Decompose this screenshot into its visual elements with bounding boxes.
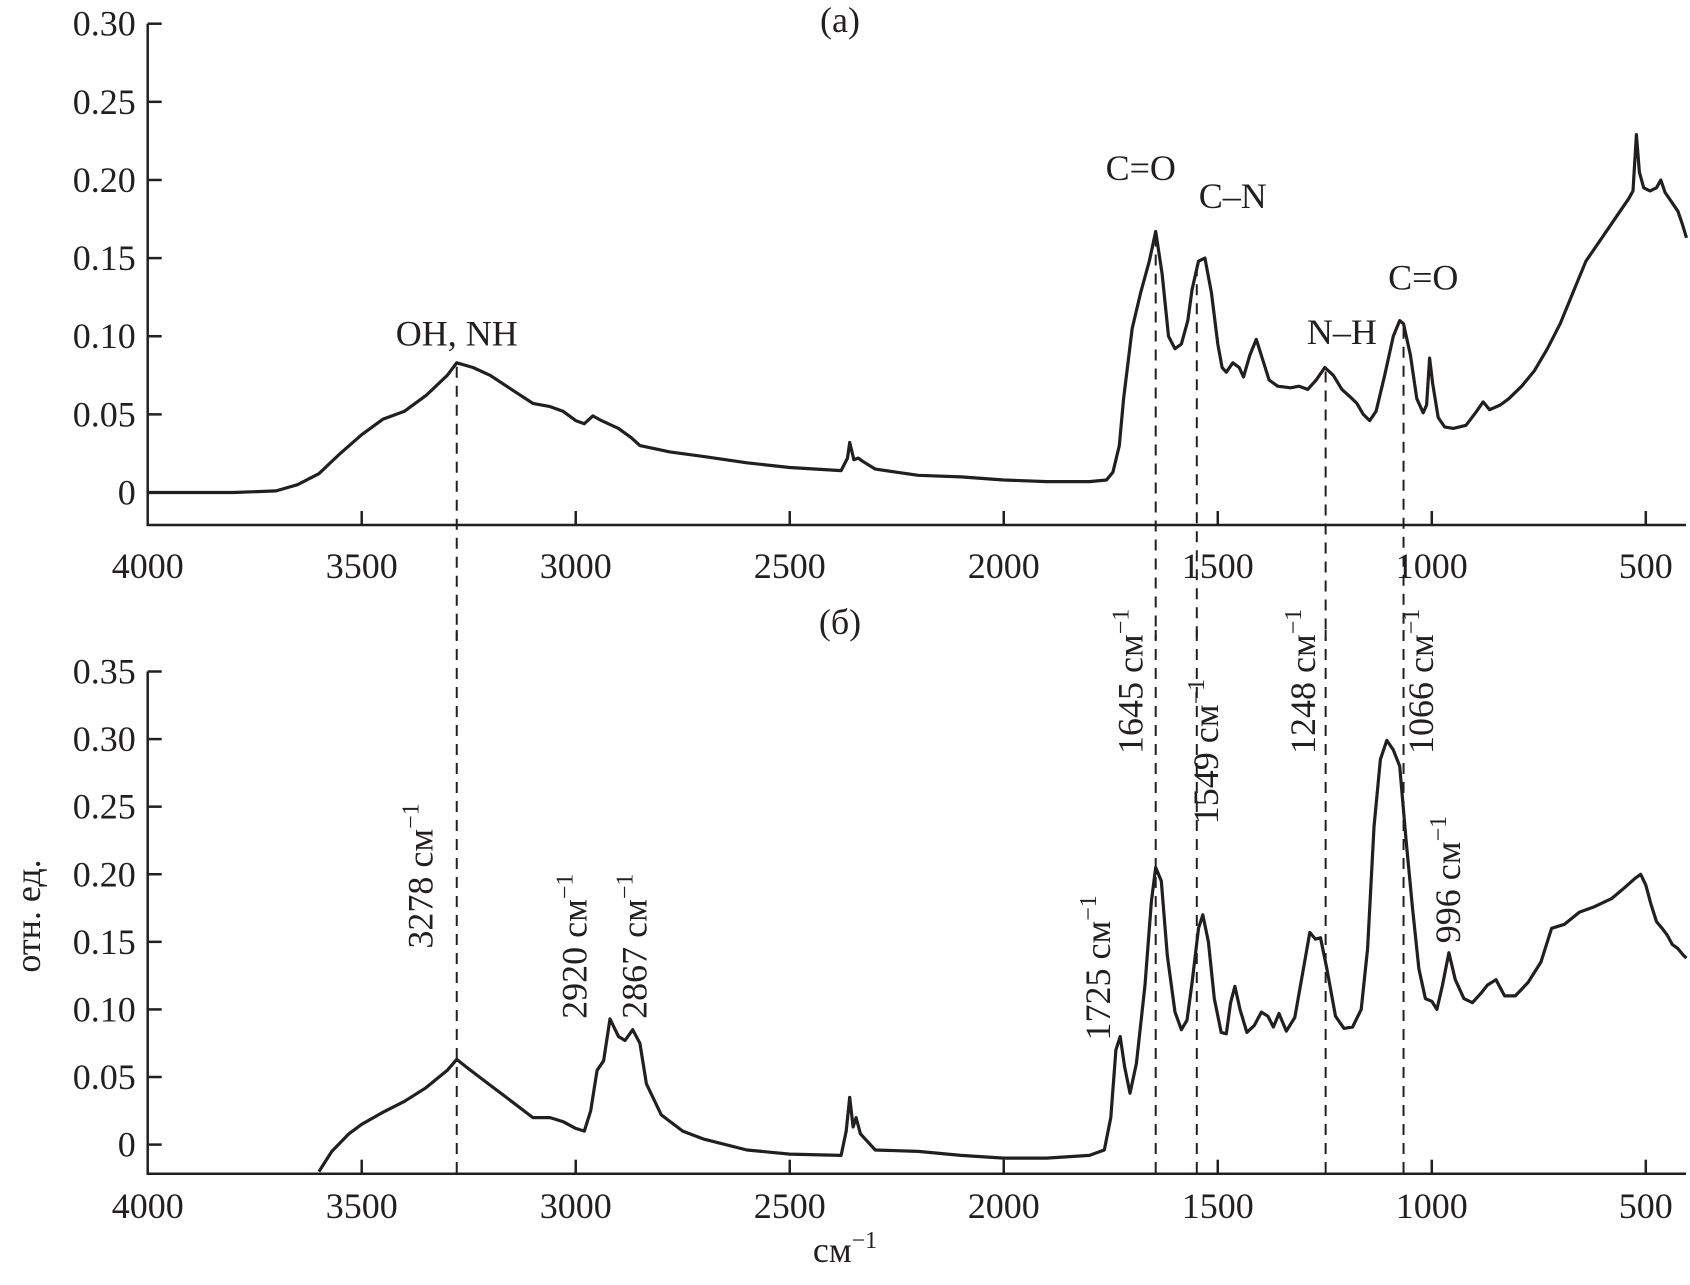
unit-exponent: −1 [612,874,638,900]
peak-wavenumber-label: 2867 см−1 [612,874,654,1019]
peak-wavenumber-value: 1248 см [1283,634,1323,754]
y-tick-label: 0.10 [73,316,136,356]
spectrum-line [317,738,1688,1173]
x-tick-label: 500 [1619,1186,1673,1226]
peak-wavenumber-label: 1549 см−1 [1184,679,1226,824]
peak-annotation: C=O [1106,148,1176,188]
unit-exponent: −1 [552,874,578,900]
peak-annotation: OH, NH [396,314,518,354]
x-tick-label: 2000 [968,1186,1040,1226]
x-tick-label: 3000 [540,546,612,586]
y-tick-label: 0.05 [73,394,136,434]
peak-wavenumber-label: 1248 см−1 [1281,609,1323,754]
unit-exponent: −1 [398,803,424,829]
unit-exponent: −1 [1076,895,1102,921]
y-tick-label: 0 [118,473,136,513]
peak-wavenumber-value: 996 см [1428,841,1468,943]
x-tick-label: 1000 [1396,1186,1468,1226]
peak-wavenumber-label: 996 см−1 [1426,816,1468,943]
peak-wavenumber-value: 1725 см [1078,921,1118,1041]
y-tick-label: 0.05 [73,1057,136,1097]
peak-wavenumber-value: 2920 см [554,899,594,1019]
peak-annotation: C=O [1388,257,1458,297]
panel-a: 0 0.05 0.10 0.15 0.20 0.25 0.30 4000 3500 3000 250… [73,4,1689,640]
peak-wavenumber-label: 1725 см−1 [1076,895,1118,1040]
y-tick-label: 0.35 [73,652,136,692]
x-tick-label: 1500 [1182,1186,1254,1226]
x-tick-label: 2500 [754,546,826,586]
peak-wavenumber-value: 1549 см [1186,704,1226,824]
unit-exponent: −1 [1281,609,1307,635]
unit-exponent: −1 [1426,816,1452,842]
y-tick-label: 0.20 [73,160,136,200]
y-tick-label: 0.30 [73,4,136,44]
y-tick-label: 0.25 [73,787,136,827]
axes-frame [146,23,1686,527]
peak-annotation: N–H [1307,312,1377,352]
x-tick-label: 1000 [1396,546,1468,586]
panel-a-label: (a) [820,0,860,40]
y-tick-label: 0 [118,1125,136,1165]
y-tick-label: 0.10 [73,989,136,1029]
panel-b: 0 0.05 0.10 0.15 0.20 0.25 0.30 0.35 4000 3500 300… [73,609,1688,1226]
x-axis-label: см−1 [813,1228,877,1270]
x-tick-label: 3000 [540,1186,612,1226]
x-tick-label: 1500 [1182,546,1254,586]
y-tick-label: 0.15 [73,238,136,278]
x-axis-label-unit: см [813,1230,852,1270]
peak-wavenumber-label: 3278 см−1 [398,803,440,948]
y-tick-label: 0.15 [73,922,136,962]
peak-wavenumber-value: 1645 см [1110,634,1150,754]
spectrum-line [147,133,1689,495]
unit-exponent: −1 [1108,609,1134,635]
peak-wavenumber-label: 1066 см−1 [1399,609,1441,754]
peak-wavenumber-label: 1645 см−1 [1108,609,1150,754]
x-tick-label: 3500 [326,1186,398,1226]
unit-exponent: −1 [1399,609,1425,635]
x-tick-label: 4000 [112,1186,184,1226]
x-tick-label: 3500 [326,546,398,586]
y-tick-label: 0.30 [73,719,136,759]
x-tick-label: 4000 [112,546,184,586]
y-tick-label: 0.25 [73,82,136,122]
peak-wavenumber-label: 2920 см−1 [552,874,594,1019]
x-axis-label-exp: −1 [852,1228,878,1254]
axes-frame [146,671,1686,1175]
x-tick-label: 2000 [968,546,1040,586]
unit-exponent: −1 [1184,679,1210,705]
y-axis-label: отн. ед. [8,859,48,972]
peak-wavenumber-value: 2867 см [614,899,654,1019]
peak-annotation: C–N [1199,176,1267,216]
peak-wavenumber-value: 3278 см [400,829,440,949]
x-tick-label: 500 [1619,546,1673,586]
y-tick-label: 0.20 [73,854,136,894]
x-tick-label: 2500 [754,1186,826,1226]
y-axis-label-text: отн. ед. [8,859,48,972]
peak-wavenumber-value: 1066 см [1401,634,1441,754]
panel-b-label: (б) [819,602,861,642]
